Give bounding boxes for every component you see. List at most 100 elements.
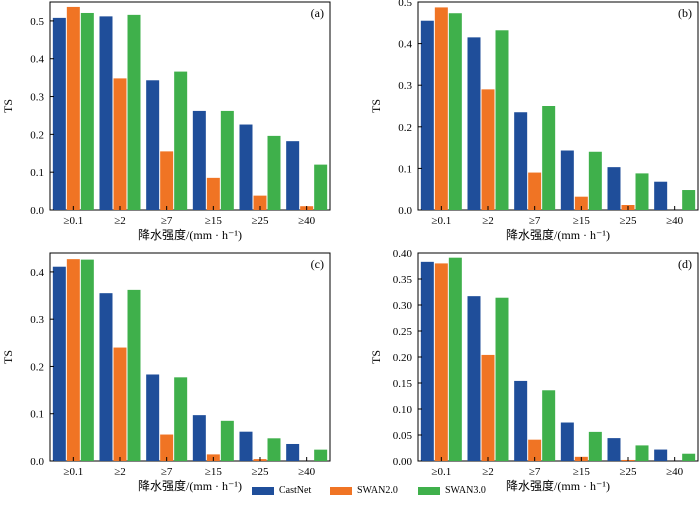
panel-label: (a) (311, 6, 324, 20)
y-tick-label: 0.2 (398, 122, 412, 134)
legend: CastNet SWAN2.0 SWAN3.0 (0, 480, 700, 502)
x-tick-label: ≥25 (619, 215, 637, 227)
bar-swan30-4 (220, 420, 234, 461)
bar-swan30-5 (635, 173, 649, 210)
bar-swan20-3 (160, 434, 174, 461)
x-tick-label: ≥7 (529, 466, 541, 478)
y-tick-label: 0.15 (393, 378, 413, 390)
bar-castnet-3 (514, 112, 528, 210)
bar-castnet-5 (607, 167, 621, 210)
bar-swan30-5 (267, 135, 281, 210)
plot-frame (417, 1, 699, 211)
x-tick-label: ≥0.1 (431, 215, 451, 227)
y-tick-label: 0.35 (393, 274, 413, 286)
y-tick-label: 0.3 (30, 92, 44, 104)
x-tick-label: ≥40 (666, 215, 684, 227)
legend-swatch-swan2 (330, 487, 352, 495)
y-tick-label: 0.3 (30, 314, 44, 326)
y-tick-label: 0.1 (30, 409, 44, 421)
x-tick-label: ≥25 (251, 466, 269, 478)
y-tick-label: 0.30 (393, 300, 413, 312)
x-axis-label: 降水强度/(mm · h⁻¹) (138, 478, 242, 493)
y-tick-label: 0.20 (393, 352, 413, 364)
bar-swan30-6 (314, 164, 328, 210)
bar-swan20-1 (434, 263, 448, 461)
x-tick-label: ≥15 (205, 466, 223, 478)
y-tick-label: 0.1 (30, 167, 44, 179)
x-tick-label: ≥2 (482, 466, 494, 478)
bar-swan20-4 (574, 196, 588, 210)
bar-swan20-3 (160, 151, 174, 210)
bar-castnet-2 (467, 37, 481, 210)
bar-castnet-6 (654, 181, 668, 210)
bar-castnet-3 (146, 80, 160, 210)
bar-swan30-2 (495, 297, 509, 461)
y-tick-label: 0.40 (393, 248, 413, 260)
y-tick-label: 0.4 (398, 39, 412, 51)
chart-panel-2: 0.0 0.1 0.2 0.3 0.4 0.5 ≥0.1 ≥2 ≥7 ≥15 ≥25 ≥40 降水强度/… (369, 0, 699, 242)
x-tick-label: ≥0.1 (431, 466, 451, 478)
y-axis-label: TS (369, 99, 383, 113)
x-axis-label: 降水强度/(mm · h⁻¹) (506, 227, 610, 242)
bar-castnet-4 (560, 150, 574, 210)
bar-swan30-1 (448, 13, 462, 211)
x-tick-label: ≥40 (298, 215, 316, 227)
bar-castnet-3 (146, 374, 160, 461)
x-tick-label: ≥2 (482, 215, 494, 227)
bar-swan30-2 (127, 14, 141, 210)
legend-swatch-castnet (252, 487, 274, 495)
bar-swan20-1 (66, 259, 80, 461)
bar-swan20-2 (113, 78, 127, 210)
x-axis-label: 降水强度/(mm · h⁻¹) (506, 478, 610, 493)
y-tick-label: 0.5 (30, 16, 44, 28)
legend-swatch-swan3 (418, 487, 440, 495)
bar-swan30-3 (542, 106, 556, 210)
x-tick-label: ≥40 (298, 466, 316, 478)
bar-swan30-1 (80, 259, 94, 461)
x-tick-label: ≥7 (161, 215, 173, 227)
plot-frame (49, 1, 331, 211)
bar-castnet-5 (607, 438, 621, 461)
bar-swan20-5 (253, 195, 267, 210)
y-tick-label: 0.2 (30, 129, 44, 141)
bar-swan30-4 (588, 431, 602, 461)
bar-castnet-6 (654, 449, 668, 461)
bar-castnet-2 (99, 293, 113, 461)
y-tick-label: 0.5 (398, 0, 412, 9)
bar-swan30-3 (174, 377, 188, 461)
y-tick-label: 0.4 (30, 54, 44, 66)
legend-label-swan3: SWAN3.0 (445, 485, 486, 496)
bar-swan20-3 (528, 439, 542, 461)
bar-castnet-1 (420, 261, 434, 461)
bar-castnet-3 (514, 380, 528, 461)
x-tick-label: ≥0.1 (63, 466, 83, 478)
bar-swan30-6 (314, 449, 328, 461)
y-axis-label: TS (369, 350, 383, 364)
bar-castnet-4 (192, 110, 206, 210)
y-tick-label: 0.00 (393, 456, 413, 468)
bar-swan30-6 (682, 190, 696, 210)
bar-swan30-5 (267, 438, 281, 461)
x-tick-label: ≥15 (573, 466, 591, 478)
bar-swan20-4 (206, 177, 220, 210)
bar-castnet-1 (420, 20, 434, 210)
y-axis-label: TS (1, 350, 15, 364)
x-tick-label: ≥2 (114, 466, 126, 478)
x-tick-label: ≥40 (666, 466, 684, 478)
bar-swan30-4 (220, 110, 234, 210)
y-tick-label: 0.2 (30, 361, 44, 373)
bar-castnet-4 (560, 422, 574, 461)
x-axis-label: 降水强度/(mm · h⁻¹) (138, 227, 242, 242)
bar-swan30-3 (542, 390, 556, 461)
bar-castnet-6 (286, 141, 300, 210)
bar-swan20-2 (481, 354, 495, 461)
bar-swan20-1 (434, 7, 448, 210)
y-tick-label: 0.10 (393, 404, 413, 416)
bar-castnet-1 (52, 17, 66, 210)
y-tick-label: 0.0 (398, 205, 412, 217)
bar-swan30-2 (495, 30, 509, 210)
panel-label: (b) (678, 6, 692, 20)
x-tick-label: ≥7 (529, 215, 541, 227)
x-tick-label: ≥25 (251, 215, 269, 227)
